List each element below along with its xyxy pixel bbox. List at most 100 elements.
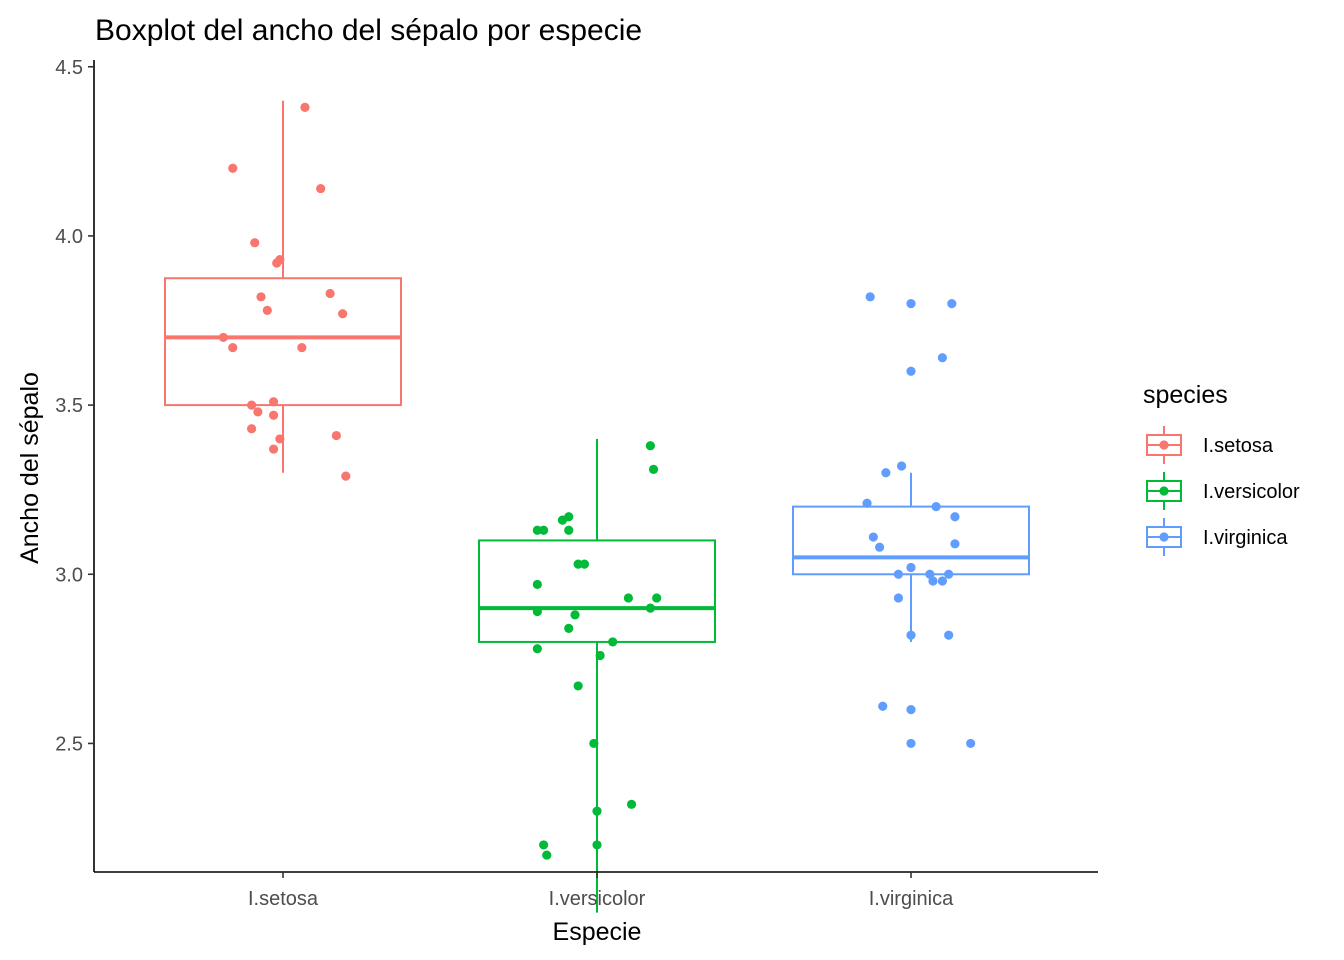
data-point-i-versicolor [532,606,542,617]
data-point-i-setosa [218,332,228,343]
data-point-i-virginica [906,299,916,309]
data-point-i-setosa [325,288,335,299]
data-point-i-setosa [228,342,238,353]
legend-label: I.virginica [1203,527,1288,549]
x-axis-title: Especie [553,918,642,946]
data-point-i-virginica [966,738,976,749]
box-group-i-virginica [792,292,1030,749]
legend-item-i-setosa: I.setosa [1146,426,1274,464]
data-point-i-setosa [268,444,279,454]
data-point-i-virginica [950,539,960,549]
data-point-i-virginica [896,461,907,471]
data-point-i-versicolor [532,579,542,590]
legend-key-point [1159,440,1169,450]
data-point-i-versicolor [579,559,590,569]
data-point-i-setosa [250,238,260,248]
data-point-i-virginica [906,630,916,640]
data-point-i-virginica [947,299,957,309]
y-tick-label: 4.5 [55,57,83,79]
data-point-i-virginica [937,353,948,363]
y-tick-label: 2.5 [55,733,83,755]
data-point-i-virginica [944,569,954,579]
data-point-i-virginica [878,701,888,711]
data-point-i-versicolor [652,593,662,603]
y-tick-label: 3.0 [55,564,83,586]
data-point-i-setosa [268,410,279,420]
legend-label: I.setosa [1203,435,1274,457]
data-point-i-versicolor [570,610,580,620]
data-point-i-virginica [931,502,941,512]
data-point-i-versicolor [542,850,552,860]
data-point-i-setosa [268,397,279,407]
x-tick-label: I.setosa [248,888,319,910]
data-point-i-versicolor [626,799,637,809]
data-point-i-versicolor [532,644,542,654]
y-tick-label: 3.5 [55,395,83,417]
x-tick-label: I.versicolor [549,888,646,910]
data-point-i-versicolor [608,637,618,647]
x-tick-label: I.virginica [869,888,954,910]
data-point-i-virginica [893,593,904,603]
box-group-i-versicolor [478,438,716,913]
data-point-i-versicolor [564,525,574,535]
data-point-i-versicolor [592,806,602,816]
legend-label: I.versicolor [1203,481,1300,503]
data-point-i-versicolor [564,512,574,522]
y-tick-label: 4.0 [55,226,83,248]
data-point-i-virginica [906,562,916,573]
data-point-i-setosa [228,163,238,173]
box-i-virginica [792,505,1030,576]
data-point-i-setosa [275,255,285,265]
data-point-i-setosa [300,102,310,112]
data-point-i-setosa [316,183,326,194]
x-axis-ticks: I.setosa I.versicolor I.virginica [248,872,954,910]
data-point-i-setosa [338,309,348,319]
data-point-i-versicolor [623,593,634,603]
data-point-i-setosa [262,305,272,315]
data-point-i-virginica [893,569,904,579]
data-point-i-virginica [881,468,891,478]
y-axis-ticks: 2.5 3.0 3.5 4.0 4.5 [55,57,94,755]
data-point-i-setosa [341,471,351,481]
data-point-i-versicolor [645,441,655,451]
data-point-i-virginica [928,576,938,586]
box-group-i-setosa [164,100,402,481]
data-point-i-setosa [297,342,307,353]
data-point-i-versicolor [539,840,549,850]
data-point-i-virginica [950,512,960,522]
data-point-i-setosa [253,407,263,417]
data-point-i-versicolor [573,681,583,691]
data-point-i-versicolor [595,650,605,661]
data-point-i-setosa [256,292,266,302]
chart-title: Boxplot del ancho del sépalo por especie [95,14,642,47]
data-point-i-virginica [906,366,916,376]
data-point-i-setosa [331,430,341,441]
data-point-i-setosa [247,424,257,434]
plot-area [164,100,1030,913]
data-point-i-versicolor [645,603,655,613]
data-point-i-versicolor [648,464,659,474]
legend-key-point [1159,532,1169,542]
data-point-i-versicolor [539,525,549,535]
data-point-i-virginica [906,705,916,715]
data-point-i-virginica [875,542,885,552]
data-point-i-versicolor [589,738,599,749]
data-point-i-virginica [906,738,916,749]
data-point-i-virginica [944,630,954,640]
legend-item-i-virginica: I.virginica [1146,518,1288,556]
data-point-i-versicolor [564,623,574,634]
legend: species I.setosa I.versicolor I.virginica [1143,381,1300,556]
data-point-i-virginica [862,498,872,508]
data-point-i-virginica [868,532,878,542]
box-i-versicolor [478,539,716,643]
legend-item-i-versicolor: I.versicolor [1146,472,1300,510]
data-point-i-setosa [247,400,257,410]
y-axis-title: Ancho del sépalo [16,372,44,564]
legend-items: I.setosa I.versicolor I.virginica [1146,426,1300,556]
data-point-i-virginica [865,292,875,302]
data-point-i-virginica [937,576,948,586]
box-i-setosa [164,277,402,407]
data-point-i-setosa [275,434,285,444]
data-point-i-versicolor [592,840,602,850]
